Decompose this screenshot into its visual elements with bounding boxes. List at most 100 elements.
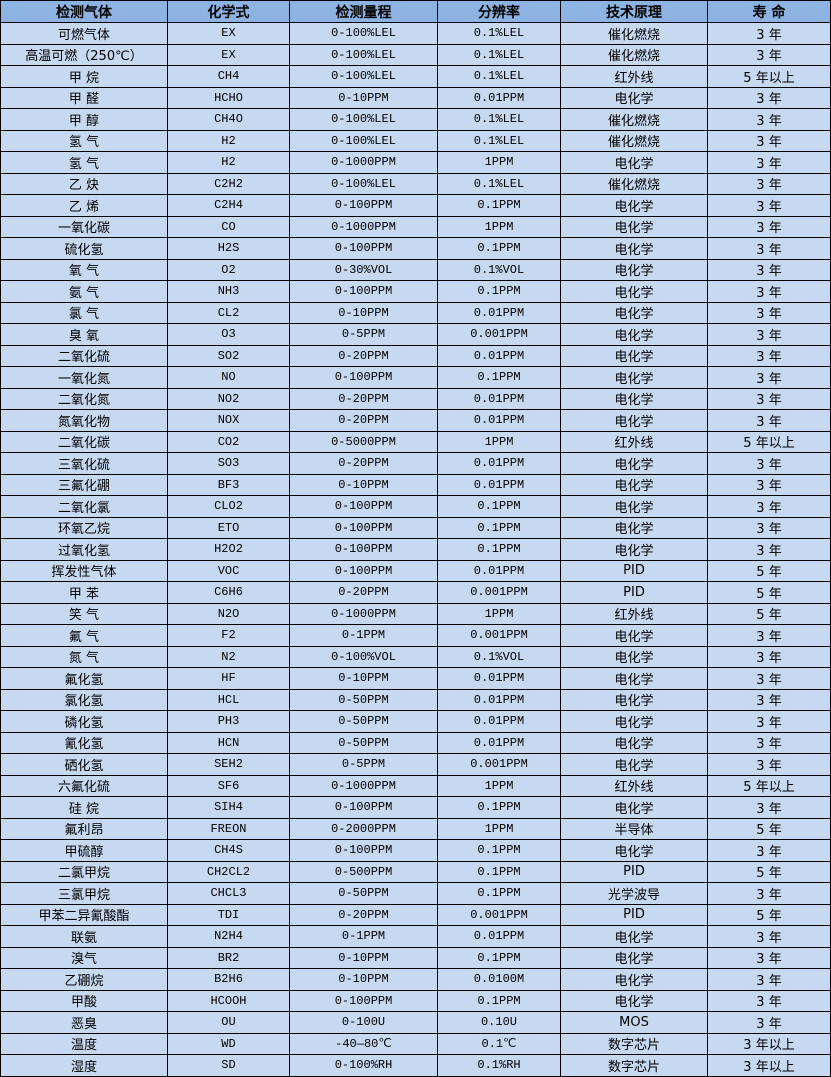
cell-formula: NOX: [167, 409, 290, 432]
cell-principle: 数字芯片: [560, 1054, 708, 1077]
cell-resolution: 0.001PPM: [437, 581, 561, 604]
cell-gas: 湿度: [0, 1054, 168, 1077]
cell-range: 0-1PPM: [289, 624, 438, 647]
cell-gas: 过氧化氢: [0, 538, 168, 561]
cell-resolution: 0.1PPM: [437, 516, 561, 539]
cell-gas: 甲 醛: [0, 86, 168, 109]
table-row: 甲苯二异氰酸酯 TDI 0-20PPM 0.001PPM PID 5 年: [0, 903, 831, 926]
cell-resolution: 0.01PPM: [437, 688, 561, 711]
cell-range: 0-10PPM: [289, 946, 438, 969]
table-row: 硒化氢 SEH2 0-5PPM 0.001PPM 电化学 3 年: [0, 753, 831, 776]
cell-formula: BR2: [167, 946, 290, 969]
cell-range: 0-10PPM: [289, 473, 438, 496]
cell-formula: FREON: [167, 817, 290, 840]
cell-gas: 氨 气: [0, 280, 168, 303]
cell-principle: 数字芯片: [560, 1032, 708, 1055]
cell-range: 0-1000PPM: [289, 151, 438, 174]
cell-range: 0-5000PPM: [289, 430, 438, 453]
cell-resolution: 0.1PPM: [437, 194, 561, 217]
cell-principle: 电化学: [560, 667, 708, 690]
cell-principle: 电化学: [560, 989, 708, 1012]
cell-resolution: 0.1PPM: [437, 237, 561, 260]
cell-lifespan: 5 年以上: [707, 430, 831, 453]
cell-principle: 电化学: [560, 946, 708, 969]
cell-lifespan: 3 年: [707, 237, 831, 260]
cell-gas: 氯化氢: [0, 688, 168, 711]
cell-lifespan: 3 年: [707, 258, 831, 281]
cell-range: 0-100PPM: [289, 194, 438, 217]
cell-resolution: 0.1%LEL: [437, 172, 561, 195]
cell-range: 0-5PPM: [289, 323, 438, 346]
cell-resolution: 0.1%VOL: [437, 645, 561, 668]
cell-resolution: 0.1PPM: [437, 538, 561, 561]
cell-resolution: 0.01PPM: [437, 667, 561, 690]
table-row: 臭 氧 O3 0-5PPM 0.001PPM 电化学 3 年: [0, 323, 831, 346]
cell-formula: CH4S: [167, 839, 290, 862]
cell-principle: 电化学: [560, 452, 708, 475]
cell-lifespan: 3 年: [707, 1011, 831, 1034]
cell-range: 0-100PPM: [289, 237, 438, 260]
table-row: 笑 气 N2O 0-1000PPM 1PPM 红外线 5 年: [0, 602, 831, 625]
cell-resolution: 0.10U: [437, 1011, 561, 1034]
cell-lifespan: 3 年: [707, 473, 831, 496]
cell-lifespan: 3 年: [707, 22, 831, 45]
cell-resolution: 0.01PPM: [437, 731, 561, 754]
cell-lifespan: 5 年以上: [707, 774, 831, 797]
table-row: 甲 醇 CH4O 0-100%LEL 0.1%LEL 催化燃烧 3 年: [0, 108, 831, 131]
cell-lifespan: 5 年: [707, 903, 831, 926]
cell-range: 0-100PPM: [289, 796, 438, 819]
table-row: 甲 醛 HCHO 0-10PPM 0.01PPM 电化学 3 年: [0, 86, 831, 109]
cell-resolution: 0.1PPM: [437, 860, 561, 883]
cell-resolution: 1PPM: [437, 215, 561, 238]
cell-lifespan: 3 年以上: [707, 1054, 831, 1077]
cell-lifespan: 3 年: [707, 882, 831, 905]
table-row: 恶臭 OU 0-100U 0.10U MOS 3 年: [0, 1011, 831, 1034]
cell-formula: HCL: [167, 688, 290, 711]
cell-gas: 三氧化硫: [0, 452, 168, 475]
cell-lifespan: 3 年: [707, 129, 831, 152]
cell-resolution: 0.1%LEL: [437, 108, 561, 131]
cell-formula: SO2: [167, 344, 290, 367]
cell-range: 0-5PPM: [289, 753, 438, 776]
cell-lifespan: 3 年: [707, 108, 831, 131]
table-row: 氨 气 NH3 0-100PPM 0.1PPM 电化学 3 年: [0, 280, 831, 303]
cell-principle: 电化学: [560, 731, 708, 754]
table-row: 硅 烷 SIH4 0-100PPM 0.1PPM 电化学 3 年: [0, 796, 831, 819]
cell-gas: 恶臭: [0, 1011, 168, 1034]
cell-lifespan: 3 年以上: [707, 1032, 831, 1055]
cell-range: 0-10PPM: [289, 968, 438, 991]
table-row: 磷化氢 PH3 0-50PPM 0.01PPM 电化学 3 年: [0, 710, 831, 733]
cell-principle: 电化学: [560, 194, 708, 217]
cell-gas: 乙 炔: [0, 172, 168, 195]
cell-lifespan: 3 年: [707, 516, 831, 539]
cell-lifespan: 3 年: [707, 366, 831, 389]
cell-range: 0-100PPM: [289, 516, 438, 539]
cell-gas: 氢 气: [0, 151, 168, 174]
cell-lifespan: 3 年: [707, 839, 831, 862]
cell-lifespan: 3 年: [707, 538, 831, 561]
cell-resolution: 1PPM: [437, 602, 561, 625]
cell-principle: 电化学: [560, 237, 708, 260]
cell-principle: 电化学: [560, 688, 708, 711]
cell-lifespan: 3 年: [707, 215, 831, 238]
cell-principle: 催化燃烧: [560, 108, 708, 131]
cell-range: 0-100PPM: [289, 280, 438, 303]
cell-lifespan: 3 年: [707, 645, 831, 668]
cell-gas: 硫化氢: [0, 237, 168, 260]
cell-formula: N2O: [167, 602, 290, 625]
table-row: 三氧化硫 SO3 0-20PPM 0.01PPM 电化学 3 年: [0, 452, 831, 475]
cell-formula: HCHO: [167, 86, 290, 109]
table-row: 一氧化氮 NO 0-100PPM 0.1PPM 电化学 3 年: [0, 366, 831, 389]
cell-gas: 二氧化硫: [0, 344, 168, 367]
cell-principle: 电化学: [560, 495, 708, 518]
cell-resolution: 1PPM: [437, 774, 561, 797]
cell-lifespan: 3 年: [707, 753, 831, 776]
cell-lifespan: 3 年: [707, 452, 831, 475]
cell-resolution: 0.1PPM: [437, 882, 561, 905]
cell-resolution: 0.001PPM: [437, 323, 561, 346]
cell-range: 0-100PPM: [289, 839, 438, 862]
cell-resolution: 1PPM: [437, 817, 561, 840]
cell-lifespan: 3 年: [707, 710, 831, 733]
table-row: 六氟化硫 SF6 0-1000PPM 1PPM 红外线 5 年以上: [0, 774, 831, 797]
